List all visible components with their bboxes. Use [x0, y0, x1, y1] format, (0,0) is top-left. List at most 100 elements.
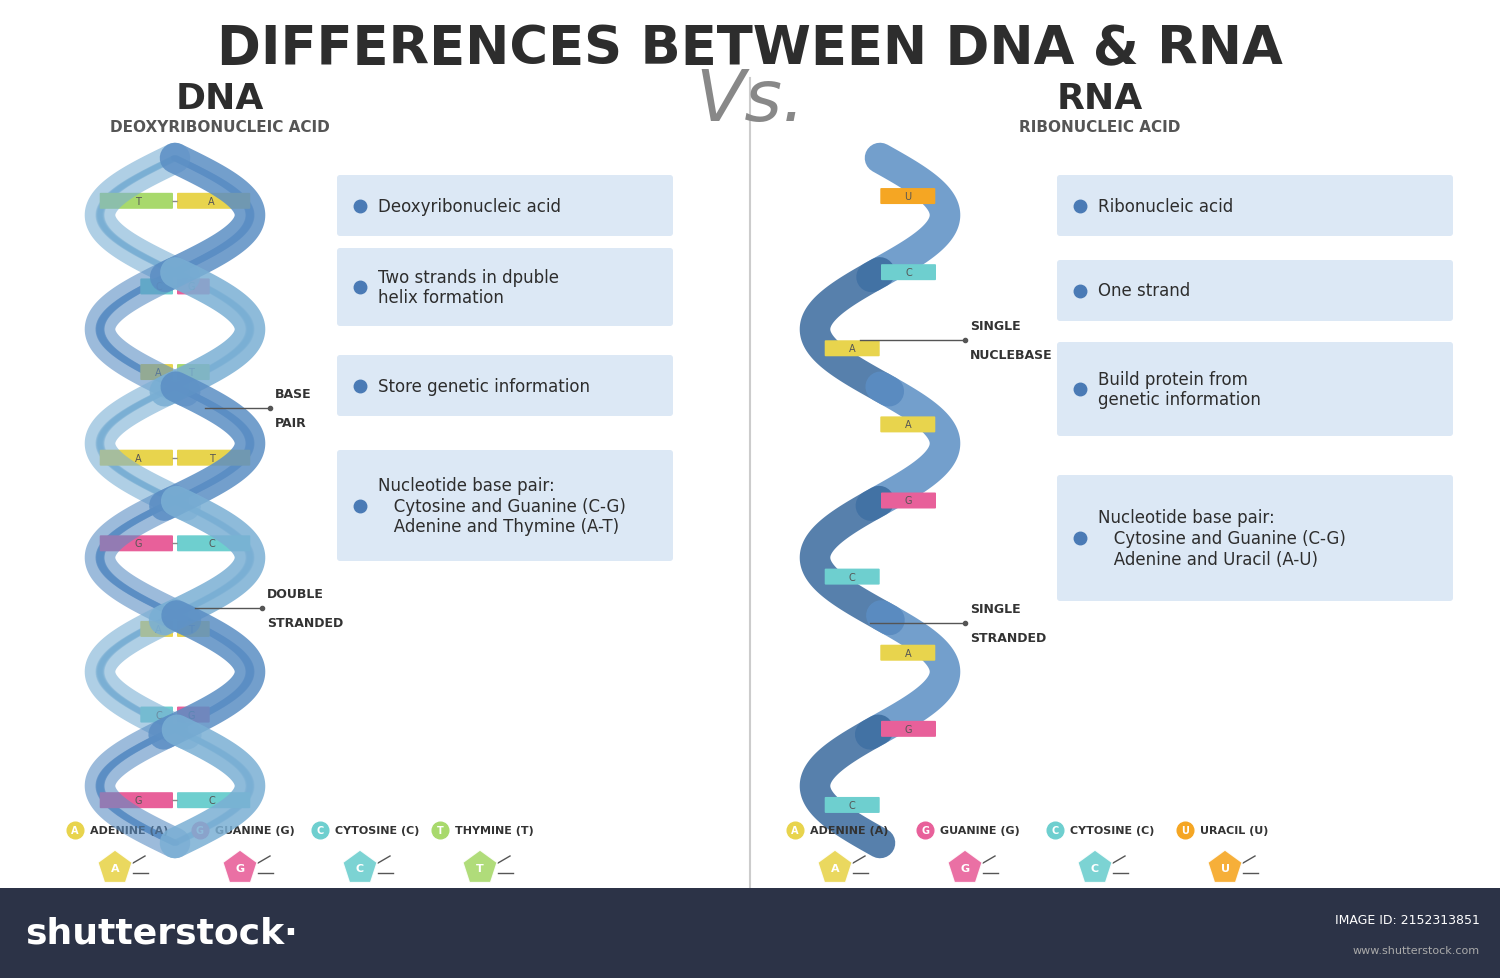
Text: C: C	[209, 539, 214, 549]
Polygon shape	[948, 850, 982, 883]
Text: C: C	[156, 710, 162, 720]
Text: A: A	[156, 624, 162, 635]
Text: C: C	[316, 825, 324, 835]
Text: G: G	[236, 864, 244, 873]
FancyBboxPatch shape	[99, 194, 172, 209]
Text: T: T	[189, 368, 195, 378]
Text: CYTOSINE (C): CYTOSINE (C)	[334, 825, 420, 835]
Text: G: G	[135, 539, 142, 549]
Text: G: G	[960, 864, 969, 873]
Text: A: A	[111, 864, 120, 873]
Polygon shape	[1208, 850, 1242, 883]
Polygon shape	[464, 850, 496, 883]
Text: RIBONUCLEIC ACID: RIBONUCLEIC ACID	[1020, 119, 1180, 134]
Text: T: T	[436, 825, 444, 835]
Polygon shape	[224, 850, 256, 883]
FancyBboxPatch shape	[880, 645, 936, 661]
Text: DIFFERENCES BETWEEN DNA & RNA: DIFFERENCES BETWEEN DNA & RNA	[217, 22, 1282, 75]
FancyBboxPatch shape	[1058, 176, 1454, 237]
Text: Store genetic information: Store genetic information	[378, 378, 590, 395]
Text: C: C	[1052, 825, 1059, 835]
Text: A: A	[904, 648, 910, 658]
Text: GUANINE (G): GUANINE (G)	[940, 825, 1020, 835]
Text: A: A	[72, 825, 78, 835]
Text: Ribonucleic acid: Ribonucleic acid	[1098, 198, 1233, 215]
FancyBboxPatch shape	[880, 493, 936, 509]
Text: One strand: One strand	[1098, 283, 1191, 300]
Text: G: G	[188, 710, 195, 720]
Text: C: C	[1090, 864, 1100, 873]
Text: A: A	[831, 864, 840, 873]
Text: Two strands in dpuble
helix formation: Two strands in dpuble helix formation	[378, 268, 560, 307]
Text: BASE: BASE	[274, 387, 312, 401]
FancyBboxPatch shape	[99, 792, 172, 809]
Text: C: C	[356, 864, 364, 873]
FancyBboxPatch shape	[99, 536, 172, 552]
FancyBboxPatch shape	[880, 265, 936, 281]
FancyBboxPatch shape	[141, 707, 172, 723]
Text: URACIL (U): URACIL (U)	[1200, 825, 1269, 835]
Text: A: A	[209, 197, 214, 206]
FancyBboxPatch shape	[177, 194, 251, 209]
Text: www.shutterstock.com: www.shutterstock.com	[1353, 945, 1480, 956]
Text: ADENINE (A): ADENINE (A)	[90, 825, 168, 835]
FancyBboxPatch shape	[1058, 261, 1454, 322]
FancyBboxPatch shape	[141, 279, 172, 295]
Text: GUANINE (G): GUANINE (G)	[214, 825, 294, 835]
FancyBboxPatch shape	[338, 356, 674, 417]
Text: G: G	[921, 825, 928, 835]
FancyBboxPatch shape	[177, 279, 210, 295]
Text: RNA: RNA	[1058, 82, 1143, 115]
Text: Vs.: Vs.	[694, 67, 806, 135]
FancyBboxPatch shape	[177, 536, 251, 552]
Text: STRANDED: STRANDED	[267, 616, 344, 630]
FancyBboxPatch shape	[825, 341, 879, 357]
Polygon shape	[344, 850, 376, 883]
Text: T: T	[189, 624, 195, 635]
Text: DOUBLE: DOUBLE	[267, 588, 324, 600]
FancyBboxPatch shape	[99, 450, 172, 467]
FancyBboxPatch shape	[141, 621, 172, 638]
Text: CYTOSINE (C): CYTOSINE (C)	[1070, 825, 1155, 835]
Text: U: U	[1180, 825, 1190, 835]
Text: T: T	[209, 453, 214, 464]
FancyBboxPatch shape	[825, 797, 879, 813]
Text: Nucleotide base pair:
   Cytosine and Guanine (C-G)
   Adenine and Thymine (A-T): Nucleotide base pair: Cytosine and Guani…	[378, 476, 626, 536]
Polygon shape	[1078, 850, 1112, 883]
Text: C: C	[849, 800, 855, 810]
Text: A: A	[156, 368, 162, 378]
Text: G: G	[904, 724, 912, 734]
Text: A: A	[904, 420, 910, 430]
FancyBboxPatch shape	[177, 365, 210, 380]
Text: A: A	[849, 344, 855, 354]
Text: G: G	[904, 496, 912, 506]
Text: U: U	[904, 192, 912, 201]
Polygon shape	[818, 850, 852, 883]
Text: C: C	[156, 282, 162, 292]
Text: C: C	[209, 795, 214, 805]
FancyBboxPatch shape	[177, 792, 251, 809]
Text: A: A	[135, 453, 141, 464]
Text: NUCLEBASE: NUCLEBASE	[970, 348, 1053, 362]
Text: DNA: DNA	[176, 82, 264, 115]
FancyBboxPatch shape	[177, 450, 251, 467]
FancyBboxPatch shape	[177, 707, 210, 723]
Text: SINGLE: SINGLE	[970, 320, 1020, 333]
FancyBboxPatch shape	[880, 189, 936, 204]
Text: ADENINE (A): ADENINE (A)	[810, 825, 888, 835]
FancyBboxPatch shape	[177, 621, 210, 638]
Text: G: G	[135, 795, 142, 805]
Text: shutterstock·: shutterstock·	[26, 916, 297, 950]
Text: C: C	[849, 572, 855, 582]
Text: A: A	[792, 825, 798, 835]
FancyBboxPatch shape	[880, 721, 936, 737]
Text: DEOXYRIBONUCLEIC ACID: DEOXYRIBONUCLEIC ACID	[110, 119, 330, 134]
FancyBboxPatch shape	[338, 248, 674, 327]
FancyBboxPatch shape	[338, 451, 674, 561]
Text: G: G	[188, 282, 195, 292]
Text: THYMINE (T): THYMINE (T)	[454, 825, 534, 835]
FancyBboxPatch shape	[825, 569, 879, 585]
Text: T: T	[135, 197, 141, 206]
Text: C: C	[904, 268, 912, 278]
FancyBboxPatch shape	[0, 888, 1500, 978]
